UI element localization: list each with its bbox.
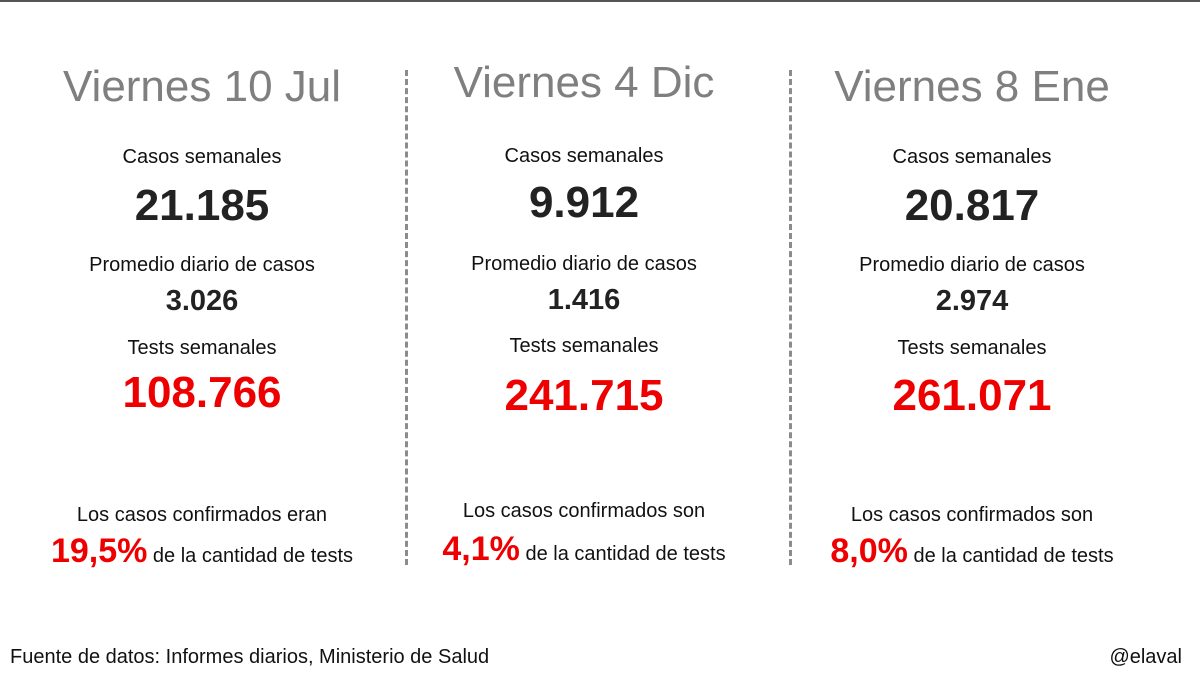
column-date: Viernes 8 Ene	[834, 62, 1110, 111]
positivity-suffix: de la cantidad de tests	[147, 545, 354, 567]
daily-average-label: Promedio diario de casos	[89, 254, 315, 276]
weekly-cases-label: Casos semanales	[892, 146, 1052, 168]
weekly-cases-value: 21.185	[134, 181, 270, 230]
confirmed-cases-text: Los casos confirmados son	[462, 500, 706, 522]
positivity-line: 19,5% de la cantidad de tests	[2, 532, 402, 571]
weekly-tests-label: Tests semanales	[509, 335, 659, 357]
dashed-divider-1	[405, 70, 408, 565]
positivity-line: 4,1% de la cantidad de tests	[384, 530, 784, 569]
weekly-cases-value: 20.817	[904, 181, 1040, 230]
weekly-cases-value: 9.912	[528, 178, 640, 227]
positivity-value: 8,0%	[830, 532, 908, 570]
positivity-value: 19,5%	[50, 532, 148, 570]
positivity-suffix: de la cantidad de tests	[519, 543, 726, 565]
column-8-ene: Viernes 8 Ene Casos semanales 20.817 Pro…	[772, 0, 1172, 600]
weekly-cases-label: Casos semanales	[122, 146, 282, 168]
positivity-line: 8,0% de la cantidad de tests	[772, 532, 1172, 571]
daily-average-label: Promedio diario de casos	[859, 254, 1085, 276]
daily-average-value: 3.026	[165, 285, 239, 317]
weekly-tests-value: 241.715	[504, 371, 664, 420]
daily-average-label: Promedio diario de casos	[471, 253, 697, 275]
dashed-divider-2	[789, 70, 792, 565]
daily-average-value: 2.974	[935, 285, 1009, 317]
column-10-jul: Viernes 10 Jul Casos semanales 21.185 Pr…	[2, 0, 402, 600]
data-source-footer: Fuente de datos: Informes diarios, Minis…	[10, 646, 490, 668]
top-border-line	[0, 0, 1200, 2]
column-4-dic: Viernes 4 Dic Casos semanales 9.912 Prom…	[384, 0, 784, 600]
positivity-value: 4,1%	[442, 530, 520, 568]
author-handle: @elaval	[1109, 646, 1182, 668]
positivity-suffix: de la cantidad de tests	[907, 545, 1114, 567]
confirmed-cases-text: Los casos confirmados eran	[76, 504, 328, 526]
weekly-tests-label: Tests semanales	[127, 337, 277, 359]
column-date: Viernes 10 Jul	[62, 62, 342, 111]
daily-average-value: 1.416	[547, 284, 621, 316]
confirmed-cases-text: Los casos confirmados son	[850, 504, 1094, 526]
weekly-cases-label: Casos semanales	[504, 145, 664, 167]
weekly-tests-value: 108.766	[122, 368, 282, 417]
weekly-tests-value: 261.071	[892, 371, 1052, 420]
weekly-tests-label: Tests semanales	[897, 337, 1047, 359]
column-date: Viernes 4 Dic	[453, 58, 715, 107]
